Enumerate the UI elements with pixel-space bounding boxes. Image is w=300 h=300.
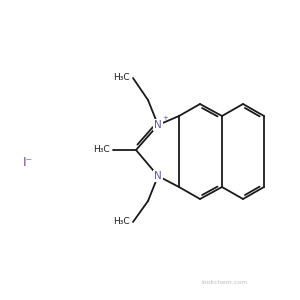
Text: N: N: [154, 171, 162, 181]
Text: H₃C: H₃C: [113, 74, 130, 82]
Text: H₃C: H₃C: [93, 146, 110, 154]
Text: lookchem.com: lookchem.com: [202, 280, 248, 284]
Text: H₃C: H₃C: [113, 218, 130, 226]
Text: N: N: [154, 120, 162, 130]
Text: I⁻: I⁻: [23, 155, 33, 169]
Text: +: +: [162, 115, 168, 121]
